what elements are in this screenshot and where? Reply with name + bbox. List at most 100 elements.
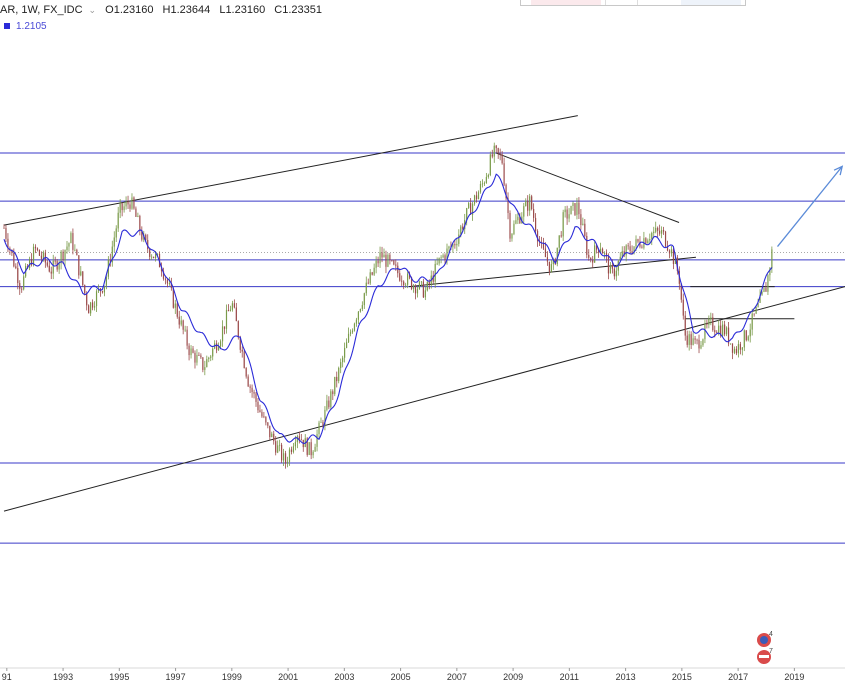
candle-body: [149, 249, 151, 257]
candle-body: [556, 247, 558, 265]
candle-body: [15, 266, 17, 269]
candle-body: [481, 183, 484, 185]
candle-body: [375, 260, 377, 268]
candle-body: [485, 176, 487, 183]
candle-body: [596, 245, 598, 250]
candle-body: [123, 206, 125, 211]
x-tick-label: 1995: [109, 672, 129, 682]
candle-body: [156, 253, 159, 255]
candle-body: [344, 347, 346, 358]
candle-body: [212, 348, 214, 357]
candle-body: [690, 334, 692, 345]
candle-body: [385, 254, 387, 267]
candle-body: [74, 249, 76, 251]
candle-body: [180, 320, 182, 325]
candle-body: [113, 237, 115, 247]
candle-body: [633, 246, 635, 254]
candle-body: [292, 446, 295, 452]
candle-body: [367, 282, 369, 284]
candle-body: [93, 306, 96, 308]
candle-body: [66, 246, 68, 250]
candle-body: [263, 416, 265, 418]
candle-body: [647, 240, 649, 244]
candle-body: [82, 271, 84, 285]
candle-body: [716, 332, 718, 333]
candle-body: [477, 192, 480, 200]
candle-body: [554, 259, 556, 265]
candle-body: [615, 270, 617, 277]
candle-body: [145, 234, 147, 240]
candle-body: [345, 342, 348, 348]
candle-body: [267, 422, 269, 426]
candle-body: [336, 376, 338, 382]
candle-body: [574, 203, 576, 215]
candle-body: [515, 220, 517, 224]
candle-body: [115, 228, 117, 238]
toolbar-segment-blue: [681, 0, 741, 5]
candle-body: [342, 357, 344, 363]
ohlc-open: O1.23160: [105, 4, 154, 16]
forecast-arrow-shaft: [776, 165, 843, 247]
candle-body: [527, 201, 529, 211]
candle-body: [101, 291, 104, 293]
candle-body: [462, 226, 464, 230]
candle-body: [84, 284, 86, 294]
candle-body: [379, 252, 381, 264]
candle-body: [471, 203, 474, 215]
candle-body: [503, 163, 505, 185]
candle-body: [194, 352, 196, 363]
candle-body: [598, 249, 600, 253]
candle-body: [273, 433, 275, 442]
candle-body: [739, 344, 741, 350]
candle-body: [578, 202, 580, 215]
candle-body: [155, 253, 157, 258]
candle-body: [501, 154, 503, 164]
candle-body: [645, 238, 647, 244]
candle-body: [479, 183, 482, 193]
candle-body: [704, 323, 706, 340]
candle-body: [245, 368, 247, 377]
chart-legend: AR, 1W, FX_IDC ⌄ O1.23160 H1.23644 L1.231…: [0, 4, 328, 16]
forecast-arrow-head: [833, 165, 844, 176]
candle-body: [692, 338, 694, 345]
candle-body: [407, 273, 409, 285]
toolbar-panel[interactable]: [520, 0, 746, 6]
candle-body: [135, 208, 137, 217]
candle-body: [170, 282, 172, 289]
candle-body: [30, 259, 33, 265]
x-tick-label: 2013: [616, 672, 636, 682]
candle-body: [389, 254, 391, 261]
event-badge-icon-upper[interactable]: [757, 633, 771, 647]
candle-body: [373, 267, 375, 275]
candle-body: [9, 248, 11, 250]
candle-body: [444, 255, 446, 260]
candle-body: [184, 329, 186, 331]
candle-body: [119, 203, 121, 213]
candle-body: [383, 254, 385, 258]
candle-body: [664, 231, 667, 247]
symbol-label[interactable]: AR, 1W, FX_IDC: [0, 4, 83, 16]
candle-body: [282, 453, 285, 461]
candle-body: [505, 184, 507, 199]
candle-body: [410, 277, 413, 289]
candle-body: [279, 444, 281, 446]
event-badge-icon-lower[interactable]: [757, 650, 771, 664]
candle-body: [338, 367, 340, 382]
candle-body: [552, 259, 554, 265]
candle-body: [399, 273, 401, 281]
candle-body: [584, 223, 586, 236]
candle-body: [473, 195, 476, 204]
candle-body: [371, 272, 373, 275]
moving-average-legend[interactable]: 1.2105: [4, 21, 47, 32]
candle-body: [52, 260, 54, 274]
candle-body: [78, 255, 80, 276]
candle-body: [698, 339, 700, 349]
time-axis: 91 1993 1995 1997 1999 2001 2003 2005 2007 2009 20…: [0, 667, 845, 682]
candle-body: [420, 281, 423, 283]
candle-body: [219, 341, 222, 347]
candle-body: [637, 239, 639, 242]
candle-body: [294, 442, 296, 447]
chevron-down-icon[interactable]: ⌄: [88, 5, 97, 15]
candle-body: [251, 387, 253, 393]
